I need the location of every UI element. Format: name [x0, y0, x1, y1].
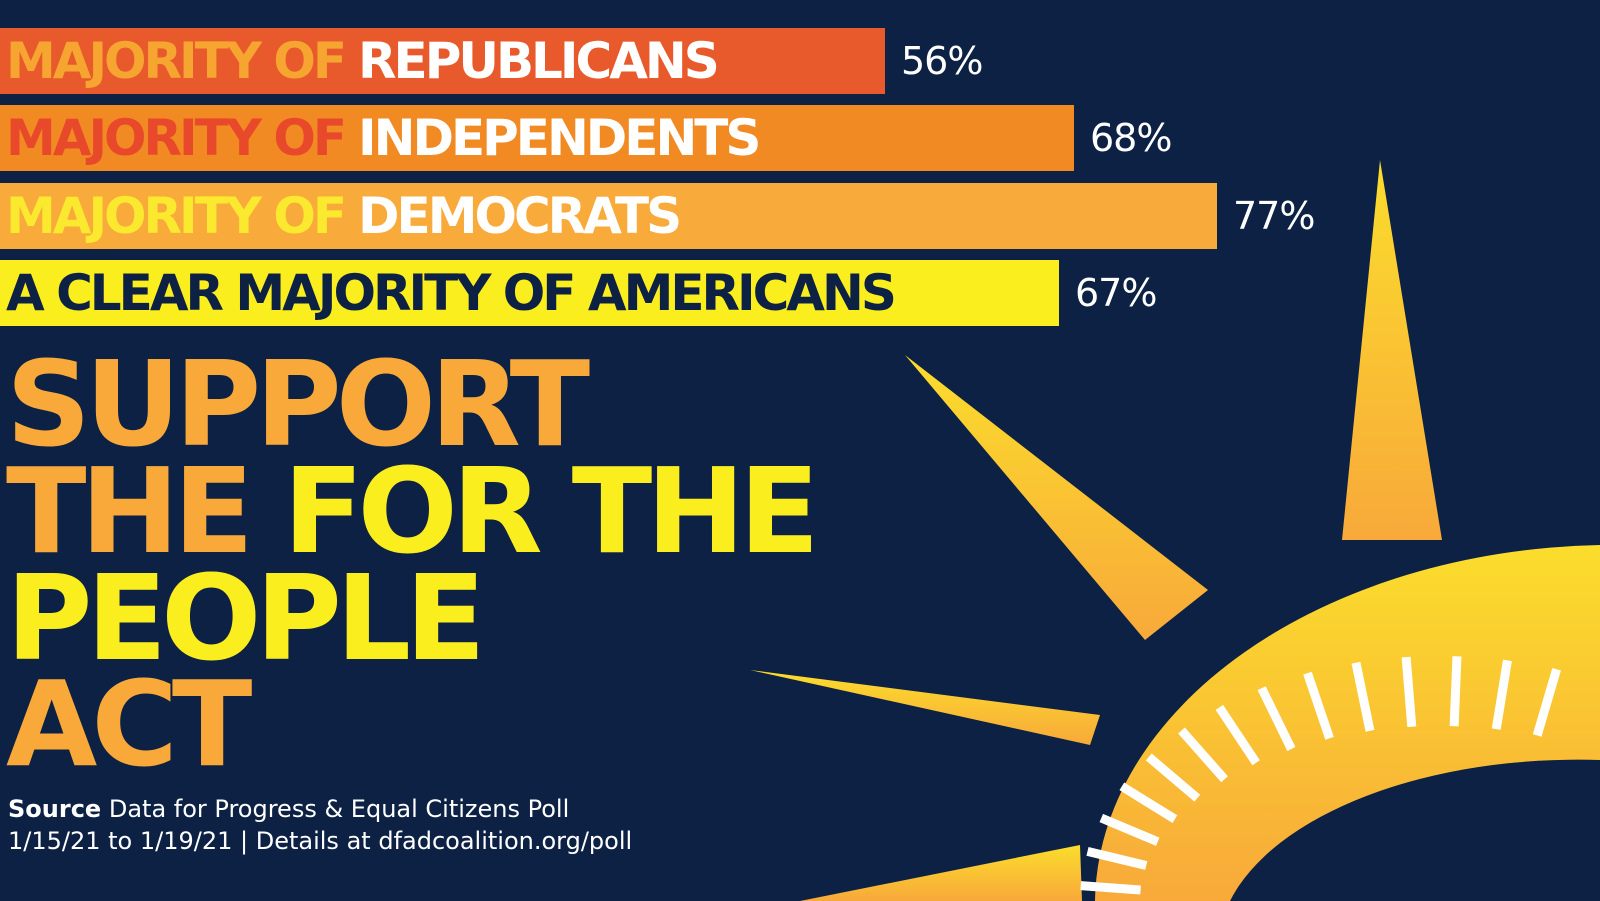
bar-lead-text: MAJORITY OF	[6, 32, 347, 90]
bar-value-label: 77%	[1233, 194, 1315, 238]
sun-tick	[1145, 753, 1201, 802]
sun-ray	[800, 845, 1082, 901]
source-label: Source	[8, 795, 102, 823]
sun-tick	[1257, 686, 1296, 751]
sun-tick	[1532, 667, 1561, 737]
sun-tick	[1119, 782, 1178, 823]
source-text: Data for Progress & Equal Citizens Poll	[108, 795, 570, 823]
headline-line-3: PEOPLE	[6, 549, 486, 687]
bar-lead-text: MAJORITY OF	[6, 187, 347, 245]
bar-americans: A CLEAR MAJORITY OF AMERICANS	[0, 260, 1059, 326]
sun-tick	[1401, 656, 1417, 728]
bar-independents: MAJORITY OF INDEPENDENTS	[0, 105, 1074, 171]
sun-tick	[1178, 727, 1228, 783]
source-line-2: 1/15/21 to 1/19/21 | Details at dfadcoal…	[8, 827, 633, 855]
source-line-1: Source Data for Progress & Equal Citizen…	[8, 797, 569, 821]
sun-tick	[1351, 661, 1375, 732]
headline-line-2-part-1: THE	[6, 442, 254, 580]
sun-tick	[1303, 671, 1334, 740]
sun-arc	[1095, 545, 1600, 901]
bar-democrats: MAJORITY OF DEMOCRATS	[0, 183, 1217, 249]
sun-tick	[1449, 656, 1462, 727]
bar-label-text: A CLEAR MAJORITY OF AMERICANS	[6, 264, 897, 322]
bar-value-label: 56%	[901, 39, 983, 83]
sun-tick	[1099, 813, 1160, 846]
bar-group-text: DEMOCRATS	[358, 187, 682, 245]
sun-tick	[1491, 659, 1512, 730]
bar-value-label: 67%	[1075, 271, 1157, 315]
headline-line-4: ACT	[6, 655, 252, 793]
headline-line-2: THE FOR THE	[6, 452, 820, 570]
sun-ticks	[1080, 656, 1561, 895]
sun-ray	[750, 670, 1100, 745]
sun-tick	[1215, 704, 1260, 766]
sun-tick	[1086, 846, 1148, 870]
bar-republicans: MAJORITY OF REPUBLICANS	[0, 28, 885, 94]
sun-ray	[905, 355, 1208, 640]
sun-ray	[1342, 160, 1442, 540]
headline-line-1: SUPPORT	[6, 335, 590, 473]
sun-tick	[1080, 881, 1141, 895]
bar-lead-text: MAJORITY OF	[6, 109, 347, 167]
headline-line-2-part-2: FOR THE	[247, 442, 820, 580]
bar-group-text: INDEPENDENTS	[358, 109, 761, 167]
bar-value-label: 68%	[1090, 116, 1172, 160]
bar-group-text: REPUBLICANS	[358, 32, 720, 90]
